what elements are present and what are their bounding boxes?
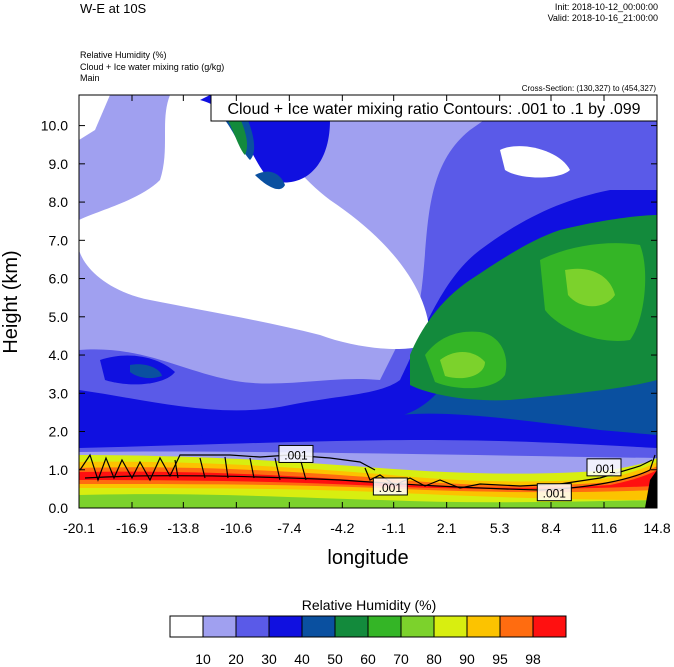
- contour-label: .001: [592, 462, 616, 476]
- colorbar-swatch: [268, 615, 303, 638]
- x-tick-label: -7.4: [277, 520, 301, 536]
- colorbar-level-label: 90: [459, 651, 475, 667]
- colorbar-swatch: [532, 615, 567, 638]
- contour-label-box: [278, 444, 314, 463]
- colorbar-swatch: [466, 615, 501, 638]
- colorbar-level-label: 70: [393, 651, 409, 667]
- contour-label-box: [586, 458, 622, 477]
- x-tick-label: -20.1: [63, 520, 95, 536]
- plot-frame: [78, 94, 658, 509]
- chart-title: W-E at 10S: [80, 1, 147, 16]
- x-tick-label: -1.1: [382, 520, 406, 536]
- colorbar-level-label: 40: [294, 651, 310, 667]
- field-label-main: Main: [80, 73, 100, 83]
- contour-label: .001: [284, 448, 308, 462]
- colorbar-title: Relative Humidity (%): [302, 597, 437, 613]
- x-tick-label: 11.6: [591, 520, 617, 536]
- y-axis-label: Height (km): [0, 250, 22, 353]
- contour-label: .001: [379, 481, 403, 495]
- y-tick-label: 8.0: [49, 194, 69, 210]
- y-tick-label: 0.0: [49, 500, 69, 516]
- colorbar-swatch: [334, 615, 369, 638]
- y-tick-label: 1.0: [49, 462, 69, 478]
- colorbar-swatch: [499, 615, 534, 638]
- contour-info-text: Cloud + Ice water mixing ratio Contours:…: [227, 101, 640, 118]
- y-tick-label: 6.0: [49, 271, 69, 287]
- x-tick-label: -13.8: [167, 520, 199, 536]
- colorbar-level-label: 95: [492, 651, 508, 667]
- contour-label: .001: [543, 487, 567, 501]
- colorbar-swatch: [301, 615, 336, 638]
- field-label-rh: Relative Humidity (%): [80, 50, 167, 60]
- init-time: Init: 2018-10-12_00:00:00: [555, 2, 658, 12]
- colorbar-level-label: 20: [228, 651, 244, 667]
- x-axis-label: longitude: [327, 547, 408, 569]
- colorbar-swatch: [169, 615, 204, 638]
- y-tick-label: 7.0: [49, 232, 69, 248]
- y-axis: 0.0 1.0 2.0 3.0 4.0 5.0 6.0 7.0 8.0 9.0 10.0: [41, 118, 657, 516]
- colorbar-level-label: 98: [525, 651, 541, 667]
- y-tick-label: 4.0: [49, 347, 69, 363]
- x-tick-label: 8.4: [541, 520, 561, 536]
- colorbar-level-label: 60: [360, 651, 376, 667]
- x-tick-label: -10.6: [220, 520, 252, 536]
- contour-label-box: [372, 477, 408, 496]
- x-axis: -20.1 -16.9 -13.8 -10.6 -7.4 -4.2 -1.1 2.1 5.3 8.…: [63, 95, 671, 536]
- colorbar-swatch: [235, 615, 270, 638]
- colorbar-level-label: 50: [327, 651, 343, 667]
- y-tick-label: 3.0: [49, 385, 69, 401]
- colorbar-level-label: 80: [426, 651, 442, 667]
- colorbar-swatch: [433, 615, 468, 638]
- cross-section-label: Cross-Section: (130,327) to (454,327): [522, 84, 657, 93]
- x-tick-label: 14.8: [643, 520, 670, 536]
- contour-label-box: [536, 483, 572, 502]
- valid-time: Valid: 2018-10-16_21:00:00: [548, 13, 658, 23]
- y-tick-label: 5.0: [49, 309, 69, 325]
- colorbar: 10 20 30 40 50 60 70 80 90 95 98: [169, 615, 567, 667]
- x-tick-label: 5.3: [490, 520, 510, 536]
- y-tick-label: 10.0: [41, 118, 68, 134]
- colorbar-swatch: [400, 615, 435, 638]
- colorbar-swatch: [367, 615, 402, 638]
- colorbar-swatch: [202, 615, 237, 638]
- y-tick-label: 9.0: [49, 156, 69, 172]
- x-tick-label: -4.2: [330, 520, 354, 536]
- rh-field: [79, 95, 657, 508]
- contour-labels: .001 .001 .001 .001: [278, 444, 622, 502]
- contour-info-box: [210, 94, 658, 122]
- x-tick-label: -16.9: [116, 520, 148, 536]
- field-label-cloud: Cloud + Ice water mixing ratio (g/kg): [80, 62, 224, 72]
- y-tick-label: 2.0: [49, 424, 69, 440]
- x-tick-label: 2.1: [437, 520, 457, 536]
- colorbar-level-label: 10: [195, 651, 211, 667]
- colorbar-level-label: 30: [261, 651, 277, 667]
